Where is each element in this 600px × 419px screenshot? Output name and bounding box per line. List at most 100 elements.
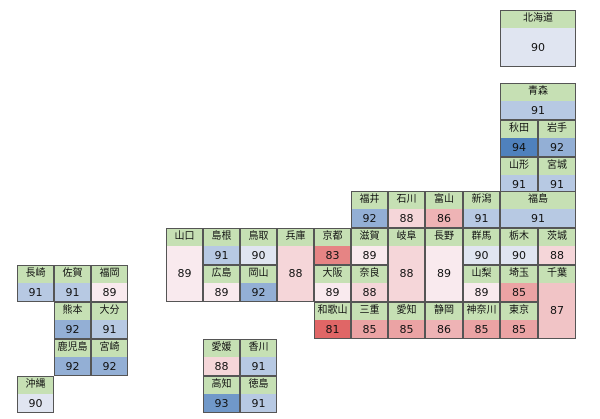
prefecture-name: 埼玉 (501, 266, 537, 284)
prefecture-value: 91 (241, 394, 276, 412)
prefecture-name: 岡山 (241, 266, 276, 284)
prefecture-tile: 青森 91 (500, 83, 576, 120)
prefecture-name: 島根 (204, 229, 239, 247)
prefecture-name: 山形 (501, 158, 537, 176)
prefecture-tile: 岡山 92 (240, 265, 277, 302)
prefecture-value: 90 (464, 246, 499, 264)
prefecture-name: 富山 (426, 192, 462, 210)
prefecture-name: 長崎 (18, 266, 53, 284)
prefecture-name: 鹿児島 (55, 340, 90, 358)
prefecture-name: 大阪 (315, 266, 350, 284)
prefecture-name: 大分 (92, 303, 127, 321)
prefecture-value: 88 (352, 283, 387, 301)
prefecture-value: 85 (464, 320, 499, 338)
prefecture-name: 岐阜 (389, 229, 424, 247)
prefecture-value: 91 (501, 175, 537, 193)
prefecture-value: 92 (55, 320, 90, 338)
prefecture-value: 90 (18, 394, 53, 412)
prefecture-tile: 島根 91 (203, 228, 240, 265)
prefecture-value: 91 (55, 283, 90, 301)
prefecture-name: 岩手 (539, 121, 575, 139)
prefecture-name: 北海道 (501, 11, 575, 29)
prefecture-name: 石川 (389, 192, 424, 210)
prefecture-value: 86 (426, 209, 462, 227)
prefecture-tile: 愛媛 88 (203, 339, 240, 376)
prefecture-tile: 千葉 87 (538, 265, 576, 339)
prefecture-value: 91 (464, 209, 499, 227)
prefecture-value: 87 (539, 283, 575, 338)
prefecture-name: 茨城 (539, 229, 575, 247)
prefecture-name: 和歌山 (315, 303, 350, 321)
prefecture-name: 青森 (501, 84, 575, 102)
prefecture-tile: 北海道 90 (500, 10, 576, 67)
prefecture-value: 90 (501, 28, 575, 66)
prefecture-tile: 福井 92 (351, 191, 388, 228)
prefecture-name: 広島 (204, 266, 239, 284)
prefecture-name: 熊本 (55, 303, 90, 321)
prefecture-value: 88 (539, 246, 575, 264)
prefecture-tile: 広島 89 (203, 265, 240, 302)
prefecture-tile: 秋田 94 (500, 120, 538, 157)
prefecture-value: 89 (167, 246, 202, 301)
prefecture-tile: 石川 88 (388, 191, 425, 228)
prefecture-value: 85 (389, 320, 424, 338)
prefecture-value: 92 (352, 209, 387, 227)
prefecture-tile: 和歌山 81 (314, 302, 351, 339)
prefecture-value: 86 (426, 320, 462, 338)
prefecture-tile: 新潟 91 (463, 191, 500, 228)
prefecture-tile: 山梨 89 (463, 265, 500, 302)
prefecture-value: 92 (539, 138, 575, 156)
prefecture-name: 鳥取 (241, 229, 276, 247)
prefecture-name: 福井 (352, 192, 387, 210)
prefecture-value: 91 (539, 175, 575, 193)
prefecture-value: 91 (501, 209, 575, 227)
prefecture-name: 徳島 (241, 377, 276, 395)
prefecture-value: 89 (352, 246, 387, 264)
prefecture-tile: 鳥取 90 (240, 228, 277, 265)
prefecture-tile: 高知 93 (203, 376, 240, 413)
prefecture-value: 85 (352, 320, 387, 338)
prefecture-name: 香川 (241, 340, 276, 358)
prefecture-value: 88 (204, 357, 239, 375)
prefecture-value: 91 (204, 246, 239, 264)
prefecture-value: 92 (55, 357, 90, 375)
prefecture-name: 千葉 (539, 266, 575, 284)
prefecture-value: 93 (204, 394, 239, 412)
prefecture-tile: 三重 85 (351, 302, 388, 339)
prefecture-tile: 鹿児島 92 (54, 339, 91, 376)
prefecture-tile: 京都 83 (314, 228, 351, 265)
prefecture-value: 89 (464, 283, 499, 301)
prefecture-value: 85 (501, 320, 537, 338)
prefecture-tile: 沖縄 90 (17, 376, 54, 413)
prefecture-value: 89 (92, 283, 127, 301)
prefecture-name: 福島 (501, 192, 575, 210)
prefecture-name: 沖縄 (18, 377, 53, 395)
prefecture-name: 愛知 (389, 303, 424, 321)
prefecture-tile: 富山 86 (425, 191, 463, 228)
prefecture-name: 山口 (167, 229, 202, 247)
prefecture-tile: 佐賀 91 (54, 265, 91, 302)
prefecture-value: 88 (389, 246, 424, 301)
prefecture-tile: 福島 91 (500, 191, 576, 228)
prefecture-tile: 神奈川 85 (463, 302, 500, 339)
prefecture-name: 佐賀 (55, 266, 90, 284)
prefecture-value: 90 (501, 246, 537, 264)
prefecture-tile: 福岡 89 (91, 265, 128, 302)
prefecture-tile: 埼玉 85 (500, 265, 538, 302)
prefecture-name: 秋田 (501, 121, 537, 139)
prefecture-name: 宮崎 (92, 340, 127, 358)
prefecture-value: 89 (204, 283, 239, 301)
prefecture-value: 92 (92, 357, 127, 375)
prefecture-tile: 岩手 92 (538, 120, 576, 157)
prefecture-value: 91 (92, 320, 127, 338)
prefecture-name: 滋賀 (352, 229, 387, 247)
prefecture-tile: 宮城 91 (538, 157, 576, 194)
prefecture-value: 94 (501, 138, 537, 156)
prefecture-name: 群馬 (464, 229, 499, 247)
prefecture-name: 高知 (204, 377, 239, 395)
prefecture-tile: 長野 89 (425, 228, 463, 302)
prefecture-tile: 岐阜 88 (388, 228, 425, 302)
prefecture-value: 89 (426, 246, 462, 301)
prefecture-tile: 長崎 91 (17, 265, 54, 302)
prefecture-tile: 香川 91 (240, 339, 277, 376)
